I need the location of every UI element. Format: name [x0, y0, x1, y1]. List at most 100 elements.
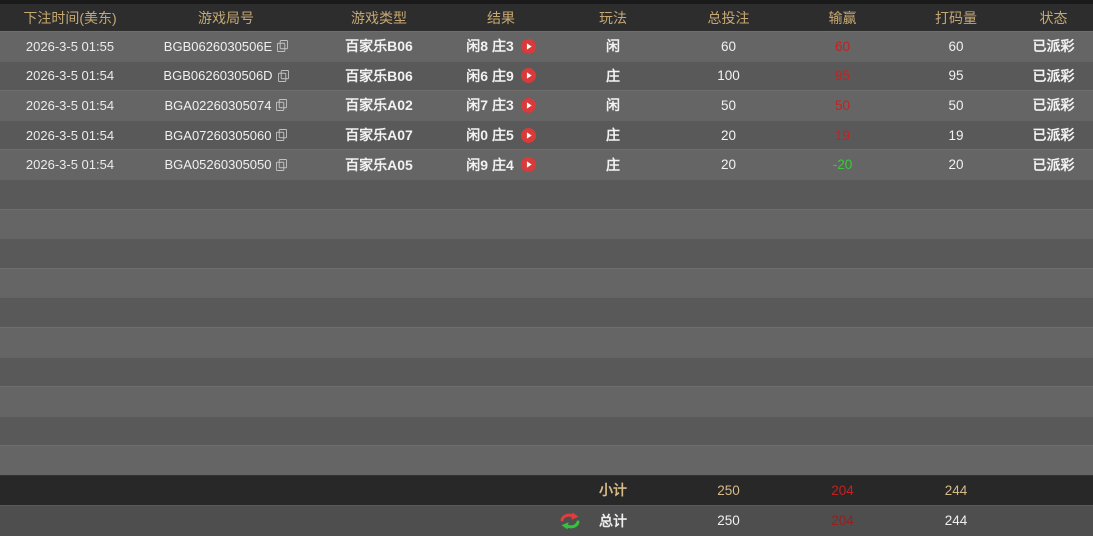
copy-icon[interactable]	[276, 99, 288, 112]
col-header-status: 状态	[1039, 9, 1068, 26]
status-badge: 已派彩	[1032, 38, 1075, 55]
turnover: 95	[948, 68, 964, 84]
copy-icon[interactable]	[276, 129, 288, 142]
total-win-loss: 204	[831, 513, 854, 529]
total-label: 总计	[599, 512, 627, 529]
copy-icon[interactable]	[277, 69, 289, 82]
game-type: 百家乐B06	[345, 38, 413, 55]
result-cell: 闲6 庄9	[446, 62, 556, 91]
turnover: 60	[948, 38, 964, 54]
bet-time: 2026-3-5 01:54	[25, 68, 115, 84]
table-header-row: 下注时间(美东) 游戏局号 游戏类型 结果 玩法 总投注 输赢 打码量 状态	[0, 4, 1093, 31]
table-row: 2026-3-5 01:54 BGB0626030506D 百家乐B06 闲6 …	[0, 60, 1093, 91]
swap-icon[interactable]	[559, 512, 581, 530]
result-cell: 闲8 庄3	[446, 32, 556, 61]
empty-row	[0, 267, 1093, 298]
empty-row	[0, 445, 1093, 475]
total-bet: 50	[720, 97, 737, 113]
result-cell: 闲7 庄3	[446, 91, 556, 120]
table-row: 2026-3-5 01:54 BGA07260305060 百家乐A07 闲0 …	[0, 119, 1093, 150]
result-cell: 闲0 庄5	[446, 121, 556, 150]
game-round-id-cell: BGB0626030506D	[140, 62, 312, 91]
bet-time: 2026-3-5 01:54	[25, 97, 115, 113]
copy-icon[interactable]	[277, 40, 289, 53]
empty-row	[0, 326, 1093, 357]
result-text: 闲7 庄3	[466, 97, 514, 114]
game-type: 百家乐A07	[345, 127, 413, 144]
status-badge: 已派彩	[1032, 97, 1075, 114]
result-text: 闲9 庄4	[466, 156, 514, 173]
play-type: 庄	[606, 156, 620, 173]
result-text: 闲0 庄5	[466, 127, 514, 144]
game-type: 百家乐B06	[345, 67, 413, 84]
col-header-bet-time: 下注时间(美东)	[23, 9, 117, 26]
empty-row	[0, 208, 1093, 239]
win-loss: 95	[834, 68, 851, 84]
turnover: 20	[948, 157, 964, 173]
col-header-result: 结果	[487, 9, 515, 26]
play-type: 庄	[606, 67, 620, 84]
win-loss: -20	[832, 157, 853, 173]
play-type: 庄	[606, 127, 620, 144]
empty-row	[0, 386, 1093, 416]
subtotal-win-loss: 204	[831, 482, 854, 498]
play-icon[interactable]	[520, 127, 536, 143]
result-cell: 闲9 庄4	[446, 150, 556, 179]
empty-row	[0, 238, 1093, 268]
total-bet: 60	[720, 38, 737, 54]
total-row: 总计 250 204 244	[0, 504, 1093, 536]
total-turnover: 244	[944, 513, 968, 529]
play-icon[interactable]	[520, 68, 536, 84]
game-round-id-cell: BGA05260305050	[140, 150, 312, 179]
win-loss: 50	[834, 97, 851, 113]
bet-time: 2026-3-5 01:54	[25, 127, 115, 143]
top-divider	[0, 0, 1093, 4]
empty-row	[0, 356, 1093, 387]
total-total-bet: 250	[717, 513, 740, 529]
bet-time: 2026-3-5 01:55	[25, 38, 115, 54]
subtotal-row: 小计 250 204 244	[0, 474, 1093, 505]
win-loss: 60	[834, 38, 851, 54]
play-type: 闲	[606, 38, 620, 55]
game-type: 百家乐A05	[345, 156, 413, 173]
game-type: 百家乐A02	[345, 97, 413, 114]
game-round-id: BGB0626030506D	[163, 68, 273, 84]
col-header-game-id: 游戏局号	[198, 9, 254, 26]
empty-row	[0, 178, 1093, 209]
game-round-id: BGA05260305050	[164, 157, 272, 173]
col-header-play-type: 玩法	[599, 9, 627, 26]
status-badge: 已派彩	[1032, 127, 1075, 144]
game-round-id-cell: BGA02260305074	[140, 91, 312, 120]
game-round-id-cell: BGB0626030506E	[140, 32, 312, 61]
col-header-game-type: 游戏类型	[351, 9, 407, 26]
empty-row	[0, 297, 1093, 327]
bet-time: 2026-3-5 01:54	[25, 157, 115, 173]
col-header-total-bet: 总投注	[707, 9, 750, 26]
result-text: 闲6 庄9	[466, 67, 514, 84]
total-bet: 20	[720, 157, 737, 173]
table-row: 2026-3-5 01:54 BGA05260305050 百家乐A05 闲9 …	[0, 149, 1093, 179]
total-bet: 100	[717, 68, 740, 84]
result-text: 闲8 庄3	[466, 38, 514, 55]
turnover: 19	[948, 127, 964, 143]
game-round-id: BGA02260305074	[164, 97, 272, 113]
col-header-turnover: 打码量	[935, 9, 977, 26]
status-badge: 已派彩	[1032, 156, 1075, 173]
play-icon[interactable]	[520, 97, 536, 113]
game-round-id: BGA07260305060	[164, 127, 272, 143]
table-row: 2026-3-5 01:55 BGB0626030506E 百家乐B06 闲8 …	[0, 31, 1093, 61]
subtotal-turnover: 244	[944, 482, 968, 498]
empty-row	[0, 415, 1093, 446]
col-header-win-loss: 输赢	[828, 9, 857, 26]
total-bet: 20	[720, 127, 737, 143]
play-icon[interactable]	[520, 157, 536, 173]
total-label-cell: 总计	[556, 506, 670, 536]
win-loss: 19	[834, 127, 851, 143]
play-icon[interactable]	[520, 38, 536, 54]
turnover: 50	[948, 97, 964, 113]
subtotal-total-bet: 250	[717, 482, 740, 498]
subtotal-label: 小计	[599, 482, 627, 499]
copy-icon[interactable]	[276, 158, 288, 171]
table-row: 2026-3-5 01:54 BGA02260305074 百家乐A02 闲7 …	[0, 90, 1093, 120]
